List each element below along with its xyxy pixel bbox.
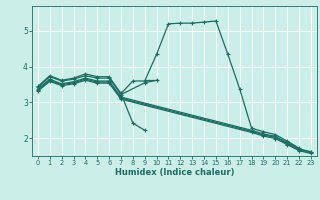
- X-axis label: Humidex (Indice chaleur): Humidex (Indice chaleur): [115, 168, 234, 177]
